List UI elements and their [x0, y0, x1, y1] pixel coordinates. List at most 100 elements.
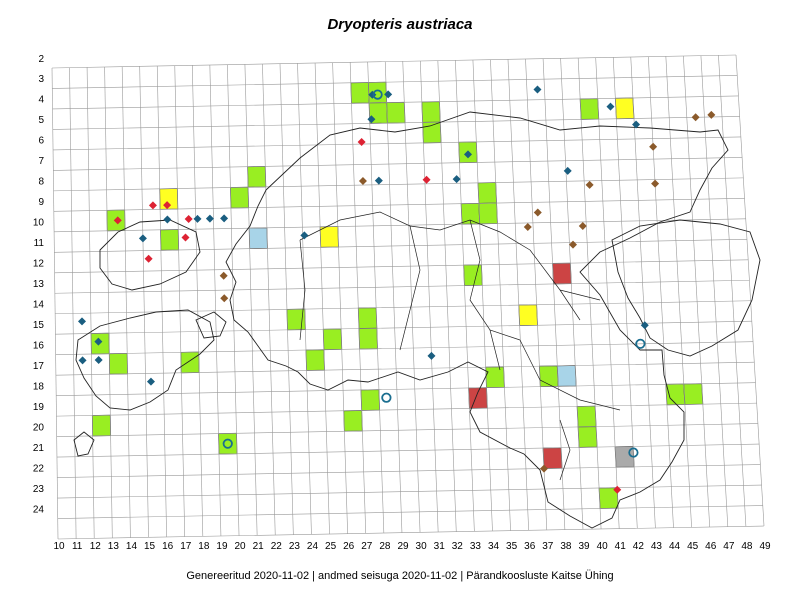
grid-line-v: [51, 67, 59, 540]
col-label: 19: [216, 541, 228, 552]
grid-line-h: [54, 259, 749, 274]
grid-line-v: [121, 66, 131, 538]
grid-square-33-19: [468, 387, 488, 409]
grid-line-v: [630, 56, 656, 529]
grid-line-h: [52, 75, 738, 89]
grid-line-v: [437, 60, 457, 532]
col-label: 42: [633, 541, 645, 552]
grid-line-h: [56, 382, 756, 396]
grid-line-h: [55, 361, 755, 376]
grid-line-v: [507, 59, 529, 531]
col-label: 32: [452, 541, 464, 552]
diamond-marker: [220, 214, 229, 223]
grid-line-v: [69, 67, 77, 539]
col-label: 28: [379, 541, 391, 552]
grid-line-v: [648, 56, 674, 528]
col-label: 35: [506, 541, 518, 552]
row-label: 13: [33, 279, 45, 290]
grid-square-27-19: [360, 389, 381, 411]
col-label: 33: [470, 541, 482, 552]
diamond-marker: [94, 337, 103, 346]
circle-marker: [372, 89, 383, 100]
grid-square-20-9: [230, 186, 250, 209]
diamond-marker: [138, 234, 147, 243]
grid-square-29-5: [386, 101, 406, 124]
grid-square-38-18: [556, 365, 577, 387]
grid-square-34-10: [478, 202, 498, 225]
grid-line-h: [53, 198, 745, 212]
grid-line-v: [86, 67, 95, 539]
diamond-marker: [181, 233, 190, 242]
grid-square-37-18: [538, 365, 559, 388]
row-label: 11: [34, 238, 45, 249]
grid-square-12-20: [91, 414, 112, 437]
grid-line-h: [54, 279, 750, 294]
col-label: 34: [488, 541, 500, 552]
occurrence-markers: [77, 85, 716, 494]
footer-credits: Genereeritud 2020-11-02 | andmed seisuga…: [186, 570, 614, 582]
diamond-marker: [184, 215, 193, 224]
grid-line-h: [56, 402, 757, 417]
diamond-marker: [193, 214, 202, 223]
diamond-marker: [569, 240, 578, 249]
row-label: 20: [33, 422, 45, 433]
row-label: 18: [33, 381, 45, 392]
row-label: 3: [38, 74, 44, 85]
row-label: 10: [33, 218, 45, 229]
grid-line-v: [612, 57, 638, 529]
grid-line-v: [402, 61, 421, 533]
grid-line-v: [367, 61, 385, 534]
col-label: 14: [126, 541, 138, 552]
lake-peipus-outline: [611, 219, 761, 357]
row-label: 6: [38, 136, 44, 147]
diamond-marker: [78, 356, 87, 365]
grid-line-h: [54, 239, 747, 253]
diamond-marker: [148, 201, 157, 210]
grid-line-h: [53, 136, 741, 151]
grid-square-39-21: [577, 426, 598, 448]
grid-square-27-15: [357, 307, 378, 329]
diamond-marker: [163, 215, 172, 224]
col-label: 45: [687, 541, 699, 552]
row-label: 7: [38, 156, 44, 167]
diamond-marker: [220, 294, 229, 303]
row-label: 8: [38, 177, 44, 188]
grid-line-v: [209, 64, 222, 537]
diamond-marker: [205, 214, 214, 223]
col-label: 24: [307, 541, 319, 552]
grid-line-v: [279, 63, 294, 535]
grid-square-26-20: [343, 410, 363, 432]
grid-square-40-5: [579, 98, 600, 120]
grid-line-v: [192, 65, 204, 537]
sorve-outline: [73, 431, 95, 457]
col-label: 43: [651, 541, 663, 552]
grid-square-25-11: [319, 226, 339, 248]
diamond-marker: [427, 351, 436, 360]
grid-line-v: [683, 55, 710, 528]
diamond-marker: [146, 377, 155, 386]
grid-square-38-13: [552, 262, 572, 285]
col-label: 17: [180, 541, 192, 552]
grid-line-v: [227, 64, 240, 536]
diamond-marker: [523, 223, 532, 232]
diamond-marker: [707, 110, 716, 119]
grid-square-27-16: [358, 327, 378, 350]
row-label: 17: [33, 361, 45, 372]
diamond-marker: [649, 142, 658, 151]
grid-line-h: [52, 116, 740, 130]
grid-line-h: [56, 443, 760, 458]
circle-marker: [222, 438, 233, 449]
col-label: 48: [741, 541, 753, 552]
grid-line-h: [57, 464, 761, 478]
diamond-marker: [640, 321, 649, 330]
grid-line-v: [490, 59, 511, 531]
diamond-marker: [651, 179, 660, 188]
diamond-marker: [691, 113, 700, 122]
muhu-outline: [195, 311, 227, 339]
grid-line-v: [700, 55, 729, 527]
grid-line-h: [53, 177, 744, 192]
diamond-marker: [113, 216, 122, 225]
grid-line-v: [104, 66, 113, 539]
grid-line-v: [665, 56, 692, 528]
